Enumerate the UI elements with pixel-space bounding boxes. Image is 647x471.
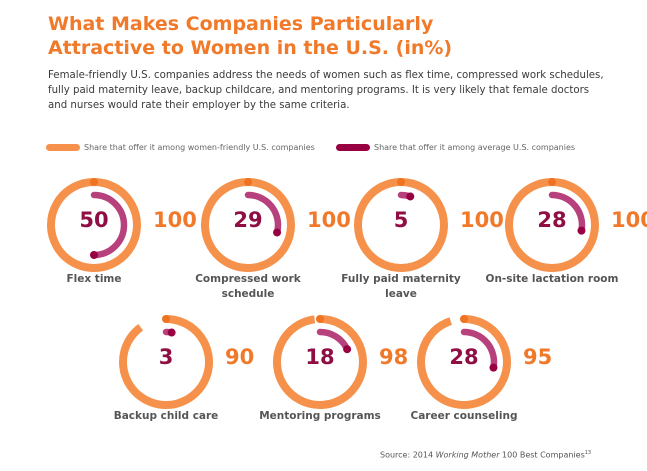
average-arc [548, 191, 586, 234]
average-value: 28 [449, 345, 479, 369]
average-end-dot [489, 363, 498, 372]
average-value: 3 [158, 345, 174, 369]
legend-label: Share that offer it among average U.S. c… [374, 143, 576, 152]
ring-chart-compressed-work-schedule: 29 100 [193, 170, 351, 280]
chart-title: What Makes Companies Particularly Attrac… [48, 13, 453, 59]
source-footnote: 13 [584, 450, 592, 456]
women-friendly-start-dot [460, 315, 468, 323]
ring-chart-on-site-lactation-room: 28 100 [497, 170, 647, 280]
source-note: Source: 2014 Working Mother 100 Best Com… [380, 450, 591, 460]
women-friendly-start-dot [548, 178, 556, 186]
category-label: Compressed work schedule [195, 273, 301, 300]
legend-swatch-orange [46, 144, 80, 151]
category-label: Fully paid maternity leave [341, 273, 461, 300]
legend-label: Share that offer it among women-friendly… [84, 143, 315, 152]
women-friendly-arc [47, 178, 141, 272]
women-friendly-arc [273, 315, 367, 409]
women-friendly-start-dot [316, 315, 324, 323]
women-friendly-value: 90 [225, 345, 255, 369]
category-label: Career counseling [410, 410, 518, 422]
average-end-dot [406, 192, 415, 201]
women-friendly-arc [417, 315, 511, 409]
women-friendly-value: 100 [460, 208, 504, 232]
ring-chart-flex-time: 50 100 [39, 170, 197, 280]
average-value: 28 [537, 208, 567, 232]
source-publication: Working Mother [435, 450, 500, 460]
category-label: Flex time [66, 273, 122, 285]
women-friendly-arc [505, 178, 599, 272]
source-suffix: 100 Best Companies [499, 450, 585, 460]
average-arc [90, 191, 128, 259]
average-value: 29 [233, 208, 263, 232]
average-value: 50 [79, 208, 109, 232]
women-friendly-value: 100 [153, 208, 197, 232]
average-arc [460, 328, 498, 371]
women-friendly-value: 95 [523, 345, 553, 369]
average-end-dot [167, 328, 176, 337]
average-end-dot [577, 226, 586, 235]
women-friendly-start-dot [244, 178, 252, 186]
average-end-dot [90, 251, 98, 259]
women-friendly-start-dot [397, 178, 405, 186]
women-friendly-value: 100 [307, 208, 351, 232]
category-label: On-site lactation room [485, 273, 619, 285]
legend-item-women-friendly: Share that offer it among women-friendly… [46, 143, 315, 152]
category-label: Mentoring programs [259, 410, 381, 422]
women-friendly-arc [119, 315, 213, 409]
average-end-dot [343, 345, 352, 354]
average-end-dot [273, 228, 282, 237]
ring-chart-mentoring-programs: 18 98 [265, 307, 408, 417]
women-friendly-start-dot [162, 315, 170, 323]
legend-item-average: Share that offer it among average U.S. c… [336, 143, 575, 152]
women-friendly-start-dot [90, 178, 98, 186]
source-prefix: Source: 2014 [380, 450, 436, 460]
category-label: Backup child care [113, 410, 219, 422]
intro-text: Female-friendly U.S. companies address t… [48, 70, 604, 111]
average-value: 5 [393, 208, 409, 232]
ring-chart-career-counseling: 28 95 [409, 307, 552, 417]
ring-chart-fully-paid-maternity-leave: 5 100 [346, 170, 504, 280]
ring-chart-backup-child-care: 3 90 [111, 307, 254, 417]
women-friendly-value: 100 [611, 208, 647, 232]
legend-swatch-purple [336, 144, 370, 151]
average-arc [244, 191, 282, 236]
women-friendly-arc [201, 178, 295, 272]
women-friendly-arc [354, 178, 448, 272]
women-friendly-value: 98 [379, 345, 409, 369]
average-value: 18 [305, 345, 335, 369]
